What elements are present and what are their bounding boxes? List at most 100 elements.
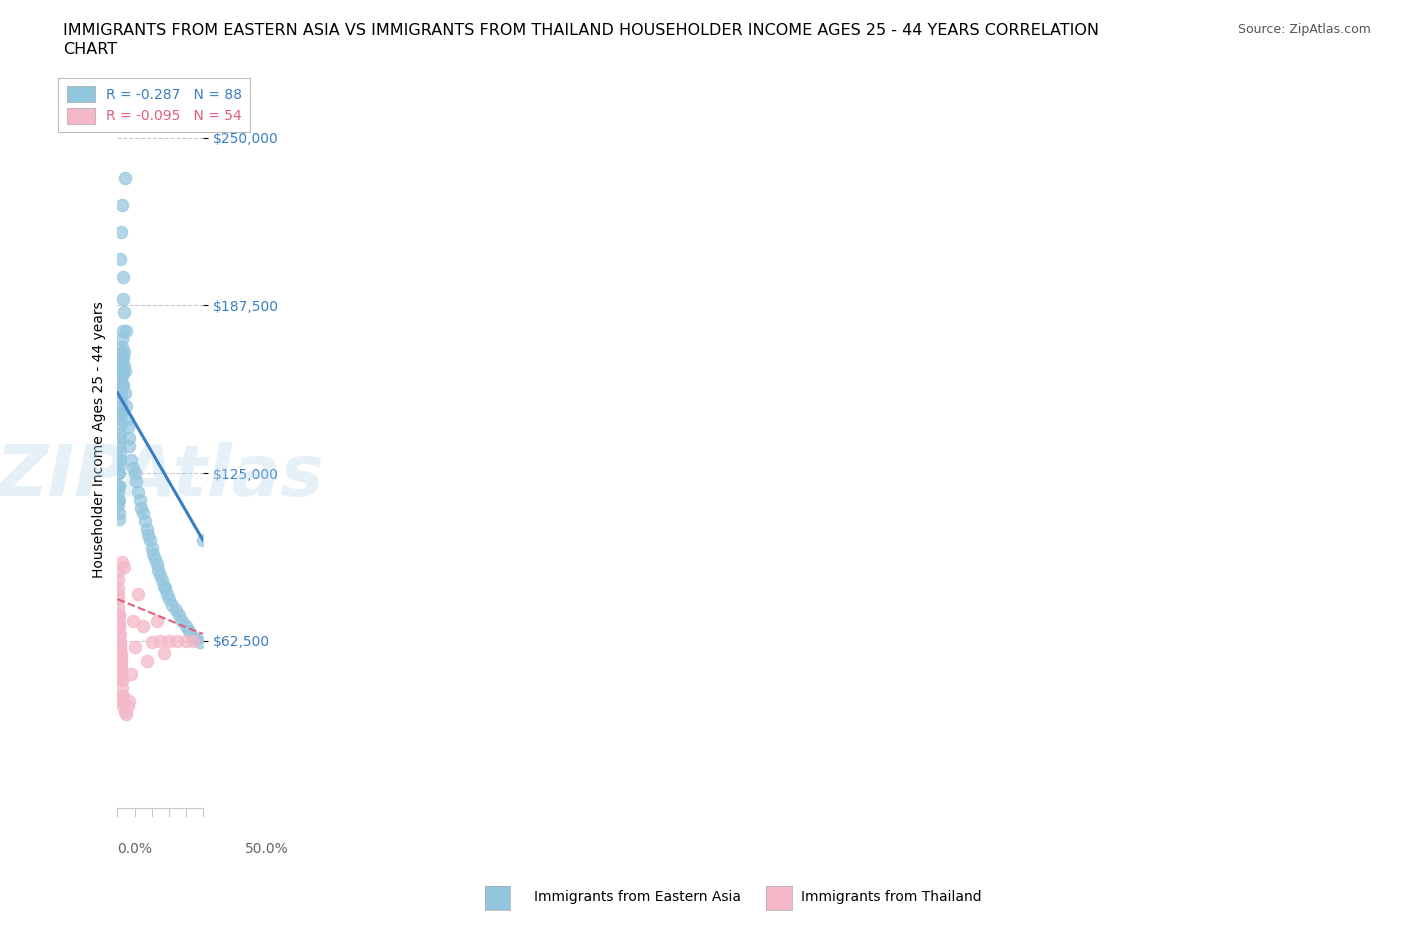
Point (114, 364, 136, 379)
Point (115, 412, 138, 427)
Point (149, 633, 172, 648)
Point (110, 399, 132, 414)
Point (110, 391, 132, 405)
Point (143, 551, 166, 566)
Point (149, 567, 172, 582)
Point (127, 586, 149, 601)
Point (135, 654, 157, 669)
Point (152, 645, 174, 660)
Point (114, 704, 136, 719)
Point (107, 586, 129, 601)
Point (150, 573, 173, 588)
Point (111, 358, 134, 373)
Point (111, 339, 134, 354)
Point (118, 694, 141, 709)
Point (108, 627, 131, 642)
Text: Source: ZipAtlas.com: Source: ZipAtlas.com (1237, 23, 1371, 36)
Point (120, 667, 142, 682)
Point (172, 613, 194, 628)
Point (121, 613, 143, 628)
Point (108, 640, 131, 655)
Point (108, 479, 131, 494)
Point (110, 658, 132, 673)
Point (115, 324, 138, 339)
Point (181, 633, 204, 648)
Point (107, 485, 129, 499)
Point (112, 560, 135, 575)
Point (145, 557, 167, 572)
Point (108, 452, 131, 467)
Point (112, 358, 135, 373)
Point (108, 251, 131, 266)
Point (132, 506, 155, 521)
Point (188, 634, 211, 649)
Point (112, 366, 135, 381)
Point (107, 479, 129, 494)
Text: IMMIGRANTS FROM EASTERN ASIA VS IMMIGRANTS FROM THAILAND HOUSEHOLDER INCOME AGES: IMMIGRANTS FROM EASTERN ASIA VS IMMIGRAN… (63, 23, 1099, 38)
Point (110, 406, 132, 421)
Text: ZIPAtlas: ZIPAtlas (0, 442, 325, 511)
Point (110, 645, 132, 660)
Point (111, 694, 134, 709)
Point (117, 699, 139, 714)
Point (111, 699, 134, 714)
Point (132, 618, 155, 633)
Text: Immigrants from Thailand: Immigrants from Thailand (801, 890, 981, 904)
Point (124, 640, 146, 655)
Point (134, 514, 156, 529)
Point (184, 631, 207, 646)
Point (111, 554, 134, 569)
Point (111, 351, 134, 365)
Point (110, 358, 132, 373)
Point (108, 445, 131, 459)
Point (111, 345, 134, 360)
Point (145, 613, 167, 628)
Point (107, 565, 129, 579)
Point (139, 533, 162, 548)
Point (110, 418, 132, 432)
Point (110, 372, 132, 387)
Point (107, 591, 129, 606)
Point (127, 485, 149, 499)
Point (117, 420, 139, 435)
Point (124, 466, 146, 481)
Point (108, 618, 131, 633)
Text: Immigrants from Eastern Asia: Immigrants from Eastern Asia (534, 890, 741, 904)
Point (111, 366, 134, 381)
Point (118, 439, 141, 454)
Point (108, 608, 131, 623)
Point (111, 688, 134, 703)
Point (110, 404, 132, 418)
Point (117, 431, 139, 445)
Point (108, 412, 131, 427)
Point (108, 613, 131, 628)
Point (108, 634, 131, 649)
Point (107, 498, 129, 512)
Point (115, 399, 138, 414)
Point (112, 305, 135, 320)
Point (121, 460, 143, 475)
Point (108, 493, 131, 508)
Point (136, 527, 159, 542)
Point (160, 597, 183, 612)
Point (155, 581, 177, 596)
Point (115, 707, 138, 722)
Text: 0.0%: 0.0% (118, 842, 152, 856)
Point (110, 651, 132, 666)
Point (110, 654, 132, 669)
Point (114, 170, 136, 185)
Point (111, 324, 134, 339)
Point (107, 506, 129, 521)
Point (110, 654, 132, 669)
Point (108, 640, 131, 655)
Point (110, 667, 132, 682)
Point (108, 439, 131, 454)
Point (165, 603, 187, 618)
Point (111, 351, 134, 365)
Point (142, 546, 165, 561)
Point (179, 624, 201, 639)
Point (111, 332, 134, 347)
Point (174, 618, 197, 633)
Point (108, 627, 131, 642)
Point (110, 385, 132, 400)
